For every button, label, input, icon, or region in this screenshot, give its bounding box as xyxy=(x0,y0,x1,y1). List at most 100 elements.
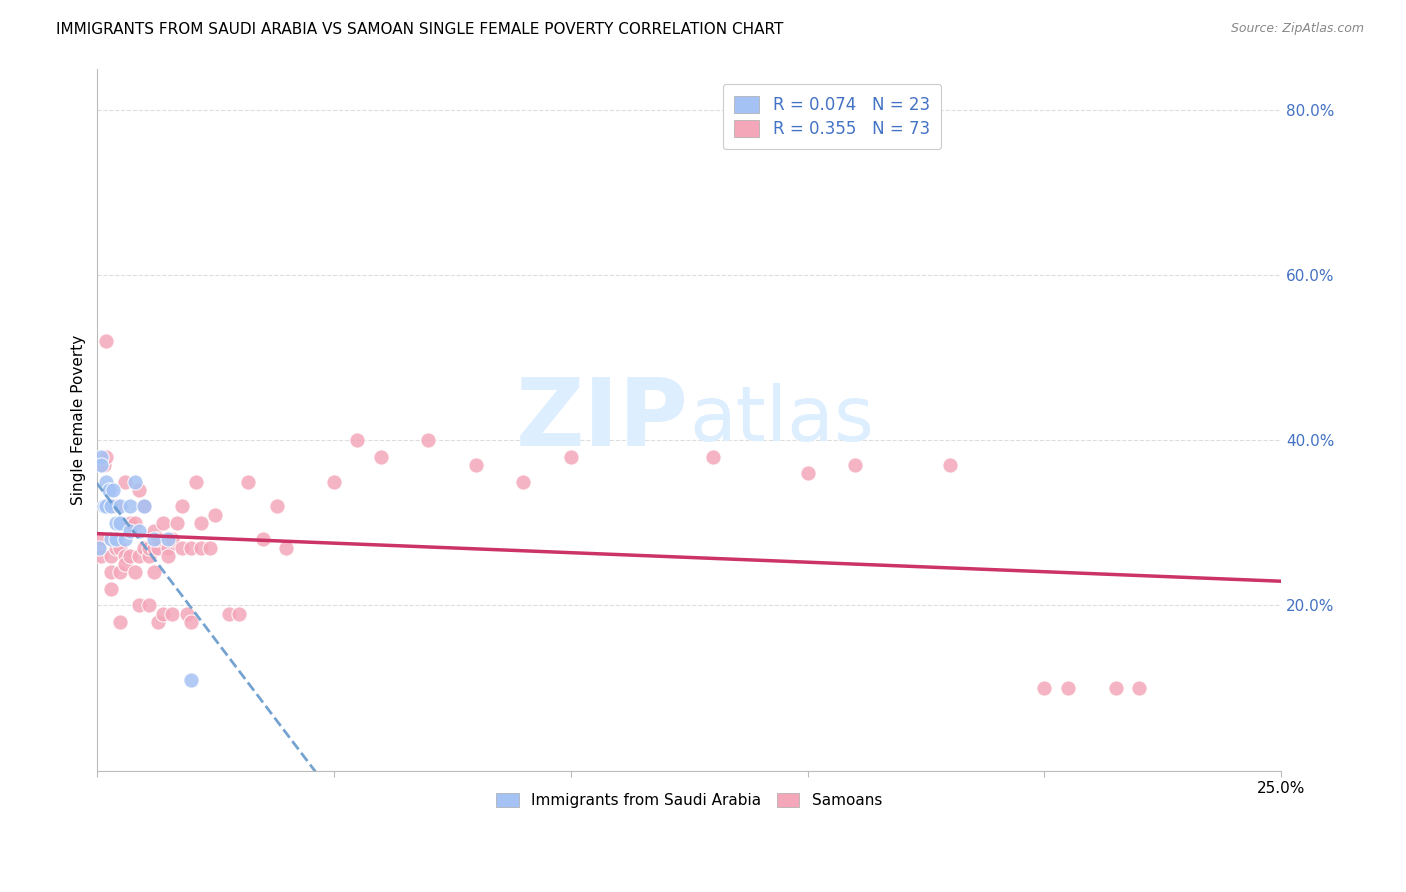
Point xyxy=(844,458,866,472)
Text: ZIP: ZIP xyxy=(516,374,689,466)
Point xyxy=(176,607,198,621)
Point xyxy=(90,450,112,464)
Point xyxy=(204,508,226,522)
Point xyxy=(152,607,174,621)
Point xyxy=(94,450,117,464)
Point xyxy=(124,516,146,530)
Point xyxy=(128,524,150,538)
Point xyxy=(938,458,960,472)
Point xyxy=(148,615,170,629)
Point xyxy=(100,500,122,514)
Point xyxy=(104,541,127,555)
Point xyxy=(132,500,155,514)
Point xyxy=(238,475,260,489)
Point xyxy=(128,483,150,497)
Point xyxy=(104,533,127,547)
Y-axis label: Single Female Poverty: Single Female Poverty xyxy=(72,334,86,505)
Point xyxy=(512,475,534,489)
Point xyxy=(266,500,288,514)
Point xyxy=(166,516,188,530)
Point xyxy=(114,557,136,571)
Point xyxy=(148,533,170,547)
Point xyxy=(114,475,136,489)
Point xyxy=(190,541,212,555)
Point xyxy=(156,541,179,555)
Point xyxy=(93,458,115,472)
Point xyxy=(702,450,724,464)
Point xyxy=(180,541,202,555)
Point xyxy=(100,582,122,596)
Point xyxy=(87,541,110,555)
Point xyxy=(142,566,165,580)
Point xyxy=(1057,681,1080,695)
Text: IMMIGRANTS FROM SAUDI ARABIA VS SAMOAN SINGLE FEMALE POVERTY CORRELATION CHART: IMMIGRANTS FROM SAUDI ARABIA VS SAMOAN S… xyxy=(56,22,783,37)
Point xyxy=(124,475,146,489)
Point xyxy=(156,533,179,547)
Point xyxy=(346,434,368,448)
Point xyxy=(162,607,184,621)
Text: Source: ZipAtlas.com: Source: ZipAtlas.com xyxy=(1230,22,1364,36)
Point xyxy=(118,549,141,563)
Point xyxy=(148,541,170,555)
Point xyxy=(138,599,160,613)
Point xyxy=(128,549,150,563)
Point xyxy=(156,549,179,563)
Point xyxy=(200,541,222,555)
Point xyxy=(132,500,155,514)
Point xyxy=(104,500,127,514)
Point xyxy=(97,483,120,497)
Point xyxy=(186,475,208,489)
Point xyxy=(114,533,136,547)
Point xyxy=(100,533,122,547)
Point xyxy=(138,541,160,555)
Text: atlas: atlas xyxy=(689,383,875,457)
Point xyxy=(1033,681,1056,695)
Point xyxy=(162,533,184,547)
Point xyxy=(132,541,155,555)
Point xyxy=(276,541,298,555)
Point xyxy=(464,458,486,472)
Point xyxy=(1128,681,1150,695)
Point xyxy=(124,566,146,580)
Point xyxy=(110,516,132,530)
Point xyxy=(110,615,132,629)
Point xyxy=(118,516,141,530)
Point xyxy=(118,524,141,538)
Point xyxy=(90,549,112,563)
Point xyxy=(228,607,250,621)
Point xyxy=(170,500,193,514)
Point xyxy=(90,458,112,472)
Point xyxy=(93,500,115,514)
Point xyxy=(128,599,150,613)
Point xyxy=(138,549,160,563)
Point xyxy=(322,475,344,489)
Point xyxy=(100,549,122,563)
Point xyxy=(142,541,165,555)
Point xyxy=(90,533,112,547)
Point xyxy=(94,475,117,489)
Point xyxy=(142,533,165,547)
Point xyxy=(94,334,117,348)
Point xyxy=(170,541,193,555)
Point xyxy=(180,673,202,687)
Legend: Immigrants from Saudi Arabia, Samoans: Immigrants from Saudi Arabia, Samoans xyxy=(488,785,890,815)
Point xyxy=(114,549,136,563)
Point xyxy=(110,500,132,514)
Point xyxy=(1104,681,1126,695)
Point xyxy=(560,450,582,464)
Point xyxy=(110,566,132,580)
Point xyxy=(180,615,202,629)
Point xyxy=(370,450,392,464)
Point xyxy=(87,541,110,555)
Point xyxy=(418,434,440,448)
Point xyxy=(152,516,174,530)
Point xyxy=(796,467,818,481)
Point xyxy=(218,607,240,621)
Point xyxy=(110,541,132,555)
Point xyxy=(104,516,127,530)
Point xyxy=(252,533,274,547)
Point xyxy=(100,566,122,580)
Point xyxy=(118,500,141,514)
Point xyxy=(103,483,125,497)
Point xyxy=(142,524,165,538)
